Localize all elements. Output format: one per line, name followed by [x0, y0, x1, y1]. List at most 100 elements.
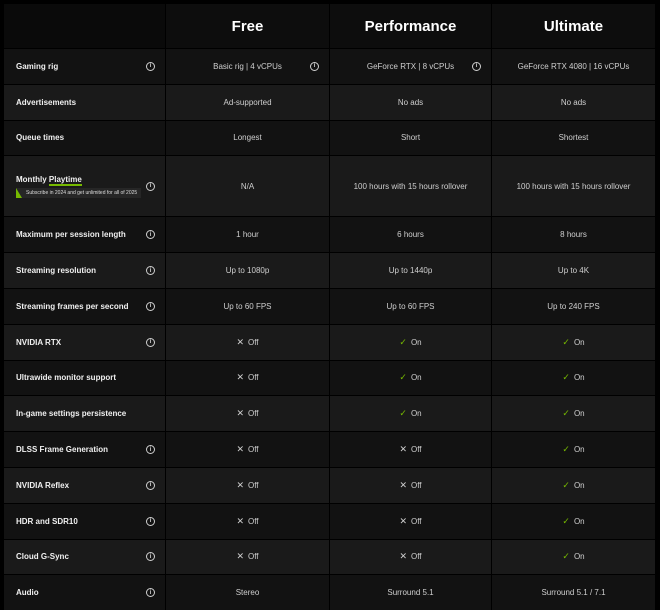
plan-comparison-table: Free Performance Ultimate Gaming rig i Bas…: [4, 4, 656, 610]
value-text: Off: [248, 445, 259, 455]
check-icon: ✓: [562, 372, 570, 383]
value-text: Up to 1080p: [225, 266, 270, 276]
value-cell: Up to 1440p: [330, 253, 492, 288]
feature-label: DLSS Frame Generation: [16, 445, 109, 455]
value-text: On: [573, 409, 585, 419]
feature-cell: Streaming resolution i: [4, 253, 166, 288]
value-cell: ✕ Off: [330, 503, 492, 539]
value-cell: ✓ On: [492, 360, 656, 396]
value-text: On: [410, 373, 422, 383]
value-text: Off: [248, 516, 259, 526]
info-icon[interactable]: i: [472, 61, 481, 71]
value-text: Off: [248, 552, 259, 562]
cross-icon: ✕: [236, 515, 244, 526]
value-cell: ✕ Off: [166, 432, 330, 467]
value-cell: ✕ Off: [166, 503, 330, 539]
value-text: Up to 240 FPS: [547, 301, 600, 311]
value-text: Ad-supported: [223, 97, 272, 107]
table-row: Gaming rig i Basic rig | 4 vCPUs i GeForce R…: [4, 48, 656, 84]
header-blank: [4, 4, 166, 48]
value-text: Off: [248, 409, 259, 419]
check-icon: ✓: [562, 444, 570, 455]
table-row: DLSS Frame Generation i ✕ Off ✕ Off ✓ On: [4, 431, 656, 467]
feature-label: HDR and SDR10: [16, 516, 78, 526]
value-text: GeForce RTX 4080 | 16 vCPUs: [517, 61, 630, 71]
feature-label: NVIDIA RTX: [16, 337, 62, 347]
info-icon[interactable]: i: [146, 445, 155, 455]
promo-banner: Subscribe in 2024 and get unlimited for …: [16, 187, 142, 198]
value-cell: ✓ On: [330, 324, 492, 360]
value-cell: No ads: [492, 84, 656, 120]
table-row: Advertisements Ad-supported No ads No ads: [4, 83, 656, 120]
check-icon: ✓: [562, 336, 570, 347]
feature-cell: Queue times: [4, 120, 166, 156]
value-cell: Up to 240 FPS: [492, 288, 656, 324]
info-icon[interactable]: i: [146, 480, 155, 490]
value-cell: 100 hours with 15 hours rollover: [330, 156, 492, 217]
value-cell: ✕ Off: [166, 539, 330, 575]
info-icon[interactable]: i: [146, 61, 155, 71]
value-text: On: [573, 480, 585, 490]
info-icon[interactable]: i: [310, 61, 319, 71]
value-cell: No ads: [330, 84, 492, 120]
value-cell: ✓ On: [492, 396, 656, 432]
table-row: Queue times Longest Short Shortest: [4, 119, 656, 156]
info-icon[interactable]: i: [146, 516, 155, 526]
cross-icon: ✕: [236, 336, 244, 347]
feature-cell: Ultrawide monitor support: [4, 360, 166, 396]
value-text: 100 hours with 15 hours rollover: [516, 181, 631, 191]
value-text: Off: [411, 516, 422, 526]
value-text: No ads: [560, 97, 587, 107]
value-cell: ✕ Off: [166, 324, 330, 360]
check-icon: ✓: [399, 372, 407, 383]
feature-label: Ultrawide monitor support: [16, 373, 116, 383]
feature-cell: NVIDIA RTX i: [4, 324, 166, 360]
value-text: Off: [248, 337, 259, 347]
table-row: NVIDIA RTX i ✕ Off ✓ On ✓ On: [4, 323, 656, 360]
feature-label: Streaming resolution: [16, 266, 97, 276]
value-cell: ✓ On: [492, 432, 656, 467]
promo-text: Subscribe in 2024 and get unlimited for …: [26, 189, 138, 196]
info-icon[interactable]: i: [146, 230, 155, 240]
info-icon[interactable]: i: [146, 181, 155, 191]
value-text: On: [573, 516, 585, 526]
cross-icon: ✕: [399, 551, 407, 562]
value-text: Off: [248, 373, 259, 383]
check-icon: ✓: [399, 408, 407, 419]
cross-icon: ✕: [236, 551, 244, 562]
plan-header-free: Free: [166, 4, 330, 48]
feature-cell: Advertisements: [4, 84, 166, 120]
value-cell: ✓ On: [330, 360, 492, 396]
table-header: Free Performance Ultimate: [4, 4, 656, 48]
feature-label: NVIDIA Reflex: [16, 480, 70, 490]
info-icon[interactable]: i: [146, 266, 155, 276]
value-cell: GeForce RTX 4080 | 16 vCPUs: [492, 49, 656, 84]
feature-cell: In-game settings persistence: [4, 396, 166, 432]
value-cell: Longest: [166, 120, 330, 156]
feature-label: Cloud G-Sync: [16, 552, 69, 562]
check-icon: ✓: [562, 515, 570, 526]
cross-icon: ✕: [236, 408, 244, 419]
feature-cell: Streaming frames per second i: [4, 288, 166, 324]
table-row: Streaming frames per second i Up to 60 FPS…: [4, 287, 656, 324]
feature-label: In-game settings persistence: [16, 409, 127, 419]
info-icon[interactable]: i: [146, 337, 155, 347]
value-cell: N/A: [166, 156, 330, 217]
feature-label: Monthly: [16, 174, 49, 184]
value-text: 6 hours: [397, 230, 424, 240]
value-cell: ✕ Off: [330, 432, 492, 467]
value-cell: ✓ On: [330, 396, 492, 432]
value-text: Off: [411, 552, 422, 562]
value-text: On: [410, 409, 422, 419]
plan-header-performance: Performance: [330, 4, 492, 48]
info-icon[interactable]: i: [146, 552, 155, 562]
table-row: Monthly Playtime Subscribe in 2024 and ge…: [4, 155, 656, 217]
info-icon[interactable]: i: [146, 301, 155, 311]
value-text: 8 hours: [560, 230, 587, 240]
value-cell: ✕ Off: [166, 360, 330, 396]
table-row: Cloud G-Sync i ✕ Off ✕ Off ✓ On: [4, 538, 656, 575]
value-cell: 6 hours: [330, 217, 492, 253]
feature-cell: NVIDIA Reflex i: [4, 467, 166, 503]
value-cell: ✕ Off: [330, 467, 492, 503]
value-cell: Up to 4K: [492, 253, 656, 288]
